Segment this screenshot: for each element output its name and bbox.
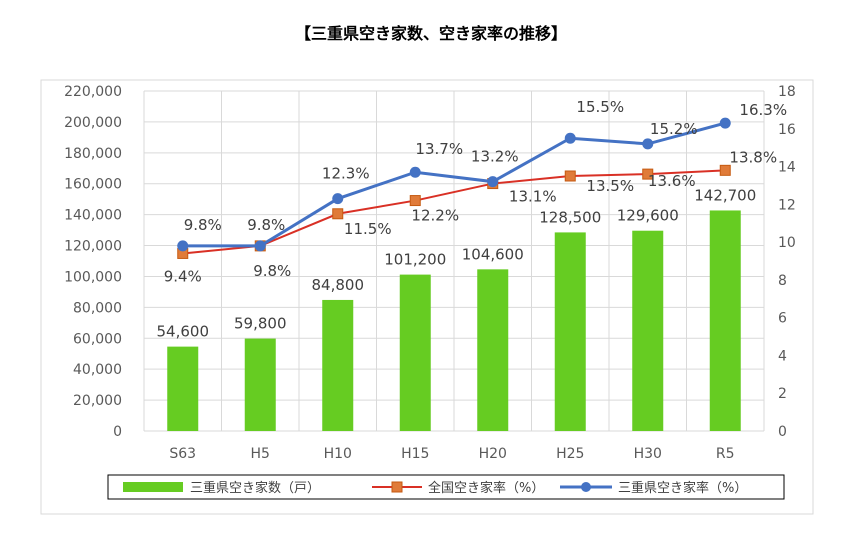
x-tick-label: H15 [401, 446, 429, 462]
bar-data-label: 104,600 [462, 245, 524, 263]
x-tick-label: H30 [634, 446, 662, 462]
right-tick-label: 8 [778, 273, 787, 289]
bar [399, 274, 431, 431]
mie-rate-marker [332, 193, 344, 205]
left-tick-label: 140,000 [64, 208, 122, 224]
right-tick-label: 18 [778, 84, 796, 100]
right-tick-label: 14 [778, 160, 796, 176]
chart-title: 【三重県空き家数、空き家率の推移】 [294, 24, 567, 43]
bar [167, 346, 199, 431]
left-tick-label: 220,000 [64, 84, 122, 100]
national-rate-marker [409, 195, 421, 207]
bar-data-label: 84,800 [312, 276, 365, 294]
right-tick-label: 2 [778, 386, 787, 402]
bar-data-label: 128,500 [539, 208, 601, 226]
bar [477, 269, 509, 431]
left-tick-label: 160,000 [64, 177, 122, 193]
legend-label-bar: 三重県空き家数（戸） [190, 480, 320, 496]
left-tick-label: 80,000 [73, 300, 122, 316]
left-tick-label: 120,000 [64, 239, 122, 255]
bar-data-labels: 54,600 59,800 84,800 101,200 104,600 128,500 1… [157, 186, 757, 340]
mie-rate-label: 16.3% [739, 101, 787, 119]
mie-rate-marker [254, 240, 266, 252]
bar [244, 338, 276, 431]
national-rate-label: 9.4% [164, 267, 202, 285]
x-tick-label: H10 [324, 446, 352, 462]
right-tick-label: 12 [778, 197, 796, 213]
bar-data-label: 101,200 [384, 251, 446, 269]
left-tick-label: 0 [113, 424, 122, 440]
national-rate-label: 13.1% [509, 188, 557, 206]
mie-rate-marker [719, 117, 731, 129]
left-tick-label: 40,000 [73, 362, 122, 378]
national-rate-label: 13.6% [648, 172, 696, 190]
line-data-labels: 9.4% 9.8% 11.5% 12.2% 13.1% 13.5% 13.6% 13.8% 9.… [164, 98, 787, 285]
x-axis-ticks: S63 H5 H10 H15 H20 H25 H30 R5 [169, 446, 734, 462]
mie-rate-label: 13.2% [471, 148, 519, 166]
mie-rate-label: 9.8% [184, 216, 222, 234]
mie-rate-label: 15.5% [576, 98, 624, 116]
national-rate-marker [332, 208, 344, 220]
line-series [177, 117, 731, 259]
bar [554, 232, 586, 431]
x-tick-label: H20 [479, 446, 507, 462]
national-rate-marker [642, 168, 654, 180]
bar-data-label: 129,600 [617, 207, 679, 225]
national-rate-label: 11.5% [344, 220, 392, 238]
left-tick-label: 200,000 [64, 115, 122, 131]
bar [632, 230, 664, 431]
right-tick-label: 6 [778, 311, 787, 327]
mie-rate-marker [409, 166, 421, 178]
national-rate-label: 12.2% [411, 207, 459, 225]
bar-data-label: 59,800 [234, 315, 287, 333]
right-tick-label: 10 [778, 235, 796, 251]
legend: 三重県空き家数（戸） 全国空き家率（%） 三重県空き家率（%） [107, 474, 785, 500]
mie-rate-label: 15.2% [650, 120, 698, 138]
mie-rate-marker [177, 240, 189, 252]
bar [709, 210, 741, 431]
right-axis-ticks: 0 2 4 6 8 10 12 14 16 18 [778, 84, 796, 440]
left-tick-label: 20,000 [73, 393, 122, 409]
bar-series [167, 210, 741, 431]
mie-rate-marker [642, 138, 654, 150]
left-axis-ticks: 0 20,000 40,000 60,000 80,000 100,000 120,000 1… [64, 84, 122, 440]
legend-marker-national [391, 481, 403, 493]
bar-data-label: 142,700 [694, 186, 756, 204]
legend-label-mie: 三重県空き家率（%） [618, 480, 747, 496]
legend-box [107, 474, 785, 500]
national-rate-label: 9.8% [253, 262, 291, 280]
x-tick-label: R5 [716, 446, 735, 462]
national-rate-line [182, 169, 726, 255]
bar [322, 299, 354, 431]
mie-rate-marker [564, 132, 576, 144]
grid-lines [143, 90, 765, 432]
left-tick-label: 180,000 [64, 146, 122, 162]
mie-rate-label: 12.3% [322, 165, 370, 183]
right-tick-label: 4 [778, 348, 787, 364]
mie-rate-marker [487, 176, 499, 188]
legend-marker-mie [581, 482, 591, 492]
left-tick-label: 100,000 [64, 269, 122, 285]
mie-rate-line [182, 121, 726, 248]
mie-rate-label: 9.8% [247, 216, 285, 234]
x-tick-label: S63 [169, 446, 196, 462]
x-tick-label: H25 [556, 446, 584, 462]
left-tick-label: 60,000 [73, 331, 122, 347]
bar-data-label: 54,600 [157, 323, 210, 341]
national-rate-label: 13.5% [586, 177, 634, 195]
legend-label-national: 全国空き家率（%） [428, 480, 544, 496]
right-tick-label: 16 [778, 122, 796, 138]
national-rate-label: 13.8% [729, 148, 777, 166]
x-tick-label: H5 [251, 446, 270, 462]
national-rate-marker [564, 170, 576, 182]
right-tick-label: 0 [778, 424, 787, 440]
mie-rate-label: 13.7% [415, 140, 463, 158]
national-rate-marker [719, 164, 731, 176]
legend-swatch-bar [123, 482, 183, 492]
